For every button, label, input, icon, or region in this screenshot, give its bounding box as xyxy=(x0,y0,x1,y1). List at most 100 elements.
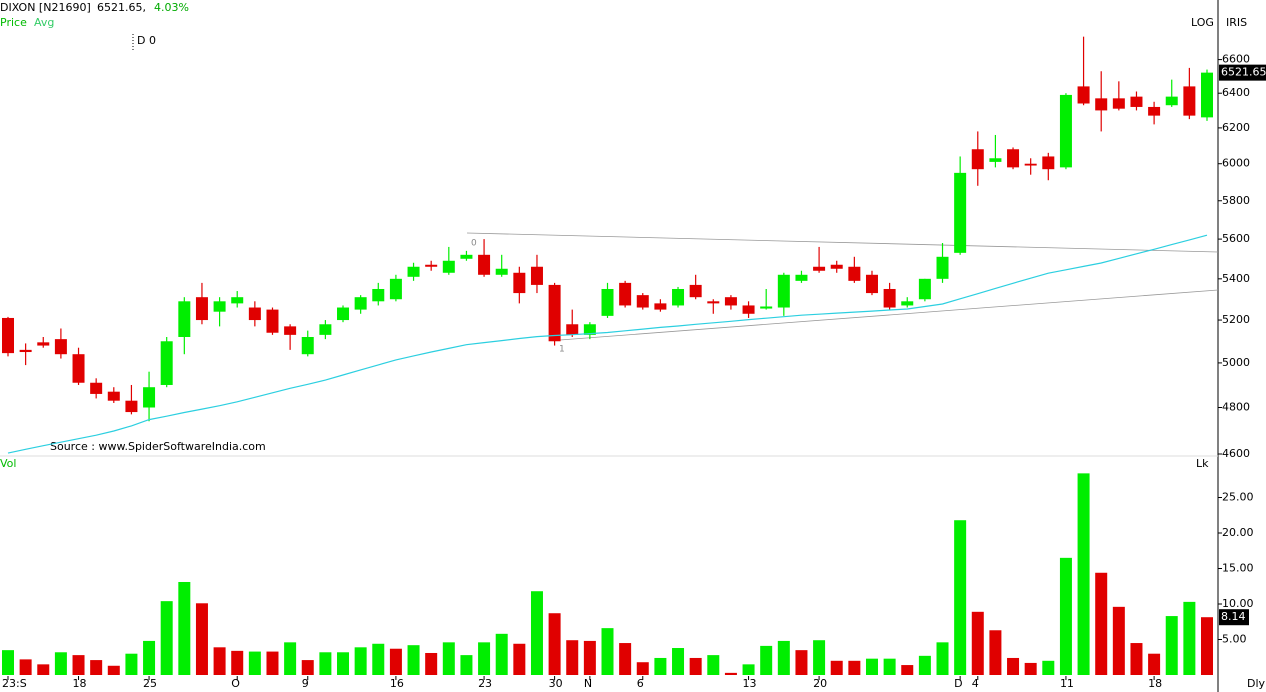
candle-body xyxy=(1059,94,1072,168)
last-volume-label: 8.14 xyxy=(1221,610,1246,623)
y-tick-label: 4600 xyxy=(1222,447,1250,460)
candle-body xyxy=(848,266,861,281)
candle-body xyxy=(19,349,32,353)
candle-body xyxy=(354,297,367,310)
change-text: 4.03% xyxy=(154,1,189,14)
volume-bar xyxy=(354,647,367,675)
candle-body xyxy=(548,284,561,342)
volume-bar xyxy=(1201,617,1213,675)
volume-bar xyxy=(883,658,896,675)
volume-bar xyxy=(1130,643,1143,675)
x-tick-label: 13 xyxy=(743,677,757,690)
y-tick-label: 5400 xyxy=(1222,272,1250,285)
volume-bar xyxy=(1148,653,1161,675)
volume-bar xyxy=(495,633,508,675)
candle-body xyxy=(918,278,931,300)
volume-bar xyxy=(1183,601,1196,675)
swing-label: 1 xyxy=(559,345,565,355)
volume-bar xyxy=(777,640,790,675)
x-tick-label: 30 xyxy=(549,677,563,690)
volume-bar xyxy=(548,613,561,675)
candle-body xyxy=(160,341,173,385)
x-tick-label: O xyxy=(231,677,240,690)
y-tick-label: 10.00 xyxy=(1222,597,1254,610)
candle-body xyxy=(1077,86,1090,104)
scale-label: IRIS xyxy=(1226,16,1247,29)
chart-title: DIXON [N21690] xyxy=(0,1,91,14)
candle-body xyxy=(760,306,773,309)
volume-bar xyxy=(1042,660,1055,675)
volume-bar xyxy=(125,653,138,675)
candle-body xyxy=(901,301,914,306)
candle-body xyxy=(478,254,491,275)
x-tick-label: 16 xyxy=(390,677,404,690)
volume-bar xyxy=(830,660,843,675)
volume-bar xyxy=(848,660,861,675)
candle-body xyxy=(619,282,632,306)
volume-bar xyxy=(530,591,543,675)
candle-body xyxy=(442,260,455,273)
last-price-box xyxy=(1219,64,1266,81)
trend-line xyxy=(466,232,1219,253)
candle-body xyxy=(213,301,226,312)
candle-body xyxy=(636,295,649,308)
volume-bar xyxy=(301,660,314,675)
legend-price: Price xyxy=(0,16,27,29)
candle-body xyxy=(1148,106,1161,116)
candle-body xyxy=(583,324,596,335)
volume-bar xyxy=(1095,572,1108,675)
volume-bar xyxy=(72,655,85,675)
candle-body xyxy=(178,301,191,337)
volume-bar xyxy=(460,655,473,675)
candle-body xyxy=(125,400,138,413)
volume-bar xyxy=(654,657,667,675)
candle-body xyxy=(777,274,790,308)
volume-unit: Lk xyxy=(1196,457,1209,470)
x-tick-label: 11 xyxy=(1060,677,1074,690)
volume-bar xyxy=(1165,616,1178,675)
volume-bar xyxy=(319,652,332,675)
candle-body xyxy=(337,307,350,321)
candle-body xyxy=(143,387,156,408)
volume-bar xyxy=(248,651,261,675)
volume-bar xyxy=(724,672,737,675)
volume-bar xyxy=(425,652,438,675)
volume-bar xyxy=(213,647,226,675)
candle-body xyxy=(971,149,984,170)
candle-body xyxy=(989,158,1002,162)
volume-bar xyxy=(636,662,649,675)
avg-line xyxy=(7,234,1208,454)
y-tick-label: 5.00 xyxy=(1222,633,1247,646)
candle-body xyxy=(513,272,526,294)
volume-bar xyxy=(389,648,402,675)
volume-bar xyxy=(601,628,614,675)
volume-bar xyxy=(1007,657,1020,675)
volume-bar xyxy=(1112,606,1125,675)
last-volume-box xyxy=(1219,609,1249,626)
volume-bar xyxy=(107,665,120,675)
y-tick-label: 6200 xyxy=(1222,121,1250,134)
volume-bar xyxy=(143,640,156,675)
x-tick-label: 23:S xyxy=(2,677,27,690)
y-tick-label: 5800 xyxy=(1222,194,1250,207)
volume-bar xyxy=(160,601,173,675)
volume-bar xyxy=(478,642,491,675)
volume-bar xyxy=(865,658,878,675)
y-tick-label: 25.00 xyxy=(1222,491,1254,504)
y-tick-label: 6000 xyxy=(1222,157,1250,170)
volume-bar xyxy=(2,650,14,675)
candle-body xyxy=(742,305,755,314)
trend-line xyxy=(559,289,1219,341)
volume-bar xyxy=(54,652,67,675)
candle-body xyxy=(601,288,614,316)
candle-body xyxy=(672,288,685,306)
candle-body xyxy=(37,342,50,346)
candle-body xyxy=(724,297,737,306)
candle-body xyxy=(1201,72,1213,118)
volume-bar xyxy=(407,645,420,675)
x-tick-label: 18 xyxy=(73,677,87,690)
volume-bar xyxy=(918,655,931,675)
x-tick-label: 20 xyxy=(813,677,827,690)
